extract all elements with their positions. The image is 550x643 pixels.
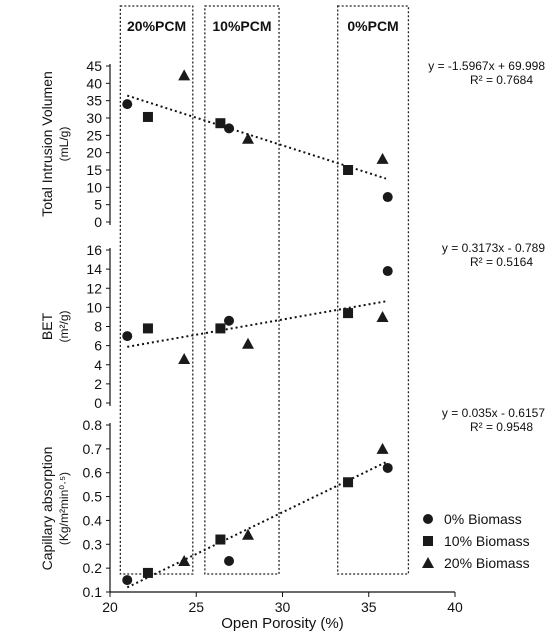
data-point-square — [215, 118, 226, 129]
y-tick-label: 2 — [94, 376, 102, 392]
trend-equation: y = 0.035x - 0.6157 — [442, 406, 545, 420]
y-tick-label: 10 — [86, 299, 102, 315]
data-point-triangle — [242, 337, 254, 349]
data-point-circle — [224, 123, 235, 134]
y-tick-label: 0.7 — [83, 441, 103, 457]
legend-label: 0% Biomass — [444, 511, 522, 527]
pcm-group-label: 0%PCM — [347, 18, 398, 34]
trend-r2: R² = 0.7684 — [470, 73, 533, 87]
pcm-group-box — [337, 5, 410, 575]
x-axis: Open Porosity (%) 20 25 30 35 40 — [102, 591, 463, 632]
pcm-group-box — [204, 5, 280, 575]
y-tick-label: 16 — [86, 242, 102, 258]
x-tick-label: 20 — [102, 599, 118, 615]
y-tick-label: 12 — [86, 280, 102, 296]
legend-label: 10% Biomass — [444, 533, 530, 549]
y-tick-label: 30 — [86, 110, 102, 126]
y-axis-label: Capillary absorption — [39, 447, 55, 571]
y-tick-label: 0.8 — [83, 417, 103, 433]
trend-line — [127, 300, 387, 348]
x-tick-label: 25 — [188, 599, 204, 615]
y-tick-label: 25 — [86, 127, 102, 143]
y-tick-label: 8 — [94, 319, 102, 335]
y-tick-label: 5 — [94, 197, 102, 213]
y-tick-label: 20 — [86, 145, 102, 161]
data-point-circle — [224, 555, 235, 566]
trend-equation: y = 0.3173x - 0.789 — [442, 241, 545, 255]
y-axis-label: BET — [39, 312, 55, 340]
data-point-square — [142, 567, 153, 578]
data-point-square — [215, 534, 226, 545]
data-point-triangle — [178, 69, 191, 81]
y-tick-label: 0.4 — [83, 512, 103, 528]
legend-marker-triangle — [422, 557, 434, 568]
data-point-circle — [122, 575, 133, 586]
y-tick-label: 0.5 — [83, 489, 103, 505]
data-point-circle — [224, 315, 235, 326]
data-point-circle — [382, 192, 393, 203]
trend-r2: R² = 0.9548 — [470, 420, 533, 434]
trend-equation: y = -1.5967x + 69.998 — [428, 59, 545, 73]
pcm-group-box — [119, 5, 194, 575]
data-point-square — [142, 111, 153, 122]
y-tick-label: 0.1 — [83, 584, 103, 600]
y-tick-label: 14 — [86, 261, 102, 277]
data-point-square — [343, 477, 354, 488]
data-point-square — [215, 323, 226, 334]
y-tick-label: 40 — [86, 75, 102, 91]
data-point-square — [142, 323, 153, 334]
data-point-circle — [382, 266, 393, 277]
y-axis-label: Total Intrusion Volumen — [39, 71, 55, 217]
data-point-circle — [122, 331, 133, 342]
x-tick-label: 30 — [275, 599, 291, 615]
y-axis-unit: (Kg/m²min⁰·⁵) — [57, 472, 71, 545]
data-point-triangle — [242, 132, 254, 144]
legend-marker-circle — [423, 514, 433, 524]
y-tick-label: 45 — [86, 58, 102, 74]
y-tick-label: 10 — [86, 179, 102, 195]
y-tick-label: 4 — [94, 357, 102, 373]
legend: 0% Biomass 10% Biomass 20% Biomass — [422, 511, 530, 571]
y-tick-label: 0 — [94, 395, 102, 411]
y-axis-unit: (m²/g) — [57, 311, 71, 343]
legend-marker-square — [423, 536, 433, 546]
data-point-triangle — [178, 554, 191, 566]
y-tick-label: 15 — [86, 162, 102, 178]
legend-label: 20% Biomass — [444, 555, 530, 571]
panel-middle: 0 2 4 6 8 10 12 14 16 BET (m²/g) y = 0.3173x - 0.78… — [39, 241, 545, 411]
data-point-circle — [122, 99, 133, 110]
y-tick-label: 6 — [94, 338, 102, 354]
data-point-triangle — [376, 310, 389, 322]
data-point-square — [343, 165, 354, 175]
trend-r2: R² = 0.5164 — [470, 255, 533, 269]
data-point-circle — [382, 462, 393, 473]
y-tick-label: 0.3 — [83, 536, 103, 552]
pcm-groups: 20%PCM 10%PCM 0%PCM — [119, 5, 410, 575]
data-point-triangle — [376, 442, 389, 454]
pcm-group-label: 10%PCM — [212, 18, 271, 34]
x-tick-label: 40 — [447, 599, 463, 615]
pcm-group-label: 20%PCM — [127, 18, 186, 34]
y-tick-label: 0.6 — [83, 465, 103, 481]
y-tick-label: 35 — [86, 93, 102, 109]
y-axis-unit: (mL/g) — [57, 127, 71, 162]
y-tick-label: 0.2 — [83, 560, 103, 576]
data-point-square — [343, 308, 354, 319]
x-axis-label: Open Porosity (%) — [221, 615, 344, 632]
x-tick-label: 35 — [361, 599, 377, 615]
data-point-triangle — [178, 353, 191, 365]
trend-line — [126, 94, 387, 180]
panel-bottom: 0.1 0.2 0.3 0.4 0.5 0.6 0.7 0.8 Capillary absorp… — [39, 406, 545, 600]
data-point-triangle — [376, 152, 389, 164]
data-point-triangle — [242, 528, 254, 540]
y-tick-label: 0 — [94, 214, 102, 230]
